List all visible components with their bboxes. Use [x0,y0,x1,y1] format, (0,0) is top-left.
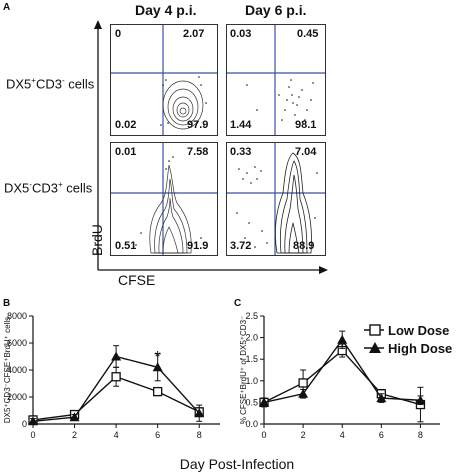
chart-c-series-line-low [263,349,421,406]
chart-c-ytick-label: 1.0 [245,376,258,386]
row-label-dx5pos: DX5+CD3- cells [6,76,95,92]
quadrant-lr: 88.9 [293,240,315,252]
cfse-axis-label: CFSE [118,272,156,288]
chart-b-xtick-label: 0 [30,430,35,440]
row-label-dx5neg: DX5-CD3+ cells [4,180,93,196]
chart-c-xtick-label: 8 [418,430,423,440]
facs-plot-day6-dx5neg: 0.33 7.04 3.72 88.9 [226,142,326,256]
quadrant-lr: 91.9 [187,240,209,252]
contour-cluster [275,152,312,254]
quadrant-ur: 7.04 [295,146,317,158]
dot-scatter [236,166,318,248]
quadrant-ll: 1.44 [230,119,252,131]
panel-a-axes [94,20,328,274]
chart-c-ytick-label: 0.5 [245,397,258,407]
chart-c-ytick-label: 2.0 [245,333,258,343]
column-title-day6: Day 6 p.i. [245,2,307,18]
quadrant-lr: 97.9 [187,119,209,131]
chart-b-ytick-label: 0 [22,419,27,429]
chart-b-ylabel: DX5⁺CD3⁻CFSE⁺BrdU⁺ cells [3,317,12,423]
quadrant-ur: 2.07 [183,28,205,40]
chart-c-legend-marker-low [369,324,381,336]
brdu-axis-arrowhead [94,20,102,29]
contour-cluster [162,80,204,130]
chart-c-ylabel: % CFSE⁺BrdU⁺ of DX5⁺CD3⁻ [239,316,248,424]
chart-b-point-high [28,416,38,426]
chart-c-xtick-label: 4 [340,430,345,440]
chart-c-xtick-label: 0 [261,430,266,440]
chart-c-ytick-label: 1.5 [245,354,258,364]
column-title-day4: Day 4 p.i. [135,2,197,18]
chart-c-ytick-label: 2.5 [245,311,258,321]
chart-c-point-high [415,395,426,405]
line-charts-b-c: 0 2000 4000 6000 8000 0 2 4 6 8 DX5⁺CD3⁻CFSE⁺BrdU⁺… [3,311,452,440]
panel-b-letter: B [3,298,11,309]
chart-c-legend-label: Low Dose [388,323,449,338]
chart-b-ytick-label: 6000 [7,338,27,348]
quadrant-ul: 0.03 [230,28,252,40]
chart-c-point-high [337,334,348,344]
dot-scatter [135,156,202,246]
panel-a-letter: A [3,2,11,13]
chart-b-point-low [153,386,163,397]
quadrant-ur: 0.45 [297,28,319,40]
chart-b-point-high [111,351,122,361]
quadrant-ul: 0.01 [115,146,137,158]
facs-plot-day4-dx5pos: 0 2.07 0.02 97.9 [110,24,218,136]
chart-c-legend-marker-high [369,342,381,353]
chart-b-point-high [69,412,80,422]
dot-scatter [160,76,207,126]
chart-c-ytick-label: 0.0 [245,419,258,429]
chart-b-xtick-label: 4 [114,430,119,440]
chart-b-ytick-label: 2000 [7,392,27,402]
cfse-axis-arrowhead [319,266,328,274]
chart-c-point-high [259,397,269,407]
chart-c-point-high [376,393,387,403]
chart-b-ytick-label: 4000 [7,365,27,375]
chart-b-xtick-label: 8 [197,430,202,440]
chart-c-xtick-label: 2 [301,430,306,440]
facs-plot-day6-dx5pos: 0.03 0.45 1.44 98.1 [226,24,326,136]
chart-b-ytick-label: 8000 [7,311,27,321]
brdu-axis-label: BrdU [89,224,105,256]
chart-b-xtick-label: 6 [155,430,160,440]
quadrant-ul: 0 [115,28,122,40]
chart-c-point-low [298,378,308,388]
quadrant-ll: 3.72 [230,240,252,252]
quadrant-ll: 0.51 [115,240,137,252]
shared-xaxis-label: Day Post-Infection [179,456,295,472]
chart-b-point-high [152,362,163,372]
chart-b-point-high [194,408,205,418]
facs-plot-day4-dx5neg: 0.01 7.58 0.51 91.9 [110,142,218,256]
quadrant-lr: 98.1 [295,119,317,131]
chart-c-point-high [298,388,309,398]
quadrant-ul: 0.33 [230,146,252,158]
chart-c-legend-label: High Dose [388,341,452,356]
quadrant-ll: 0.02 [115,119,137,131]
chart-c-xtick-label: 6 [379,430,384,440]
chart-b-point-low [111,372,121,382]
chart-b-significance-star: * [155,349,161,366]
chart-b-xtick-label: 2 [72,430,77,440]
panel-c-letter: C [234,298,242,309]
quadrant-ur: 7.58 [187,146,209,158]
dot-scatter [246,79,314,121]
contour-cluster [149,164,192,254]
